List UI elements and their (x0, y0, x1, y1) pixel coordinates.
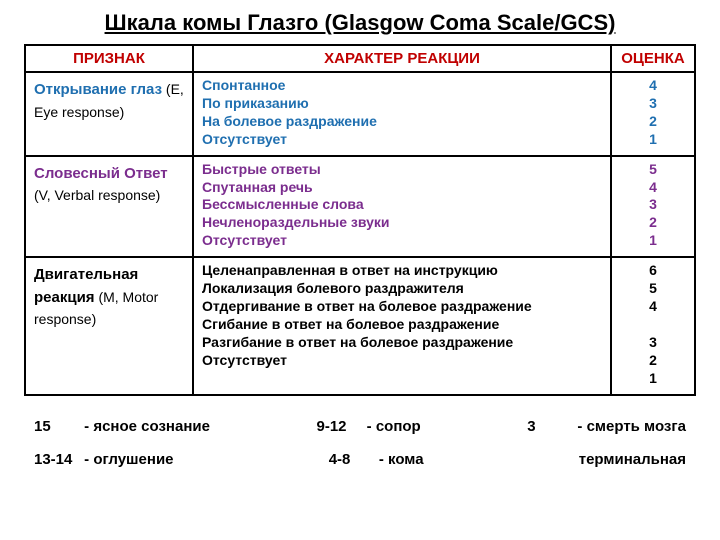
legend-text: - ясное сознание (80, 418, 210, 435)
sign-main: Словесный Ответ (34, 165, 168, 182)
sign-main: Открывание глаз (34, 81, 162, 98)
col-header-score: ОЦЕНКА (611, 45, 695, 72)
reaction-line: Нечленораздельные звуки (202, 214, 602, 232)
legend-text: - смерть мозга (573, 418, 686, 435)
table-header-row: ПРИЗНАК ХАРАКТЕР РЕАКЦИИ ОЦЕНКА (25, 45, 695, 72)
reaction-line: Локализация болевого раздражителя (202, 280, 602, 298)
score-value: 5 (616, 161, 690, 179)
col-header-react: ХАРАКТЕР РЕАКЦИИ (193, 45, 611, 72)
score-value: 4 (616, 179, 690, 197)
score-value: 2 (616, 214, 690, 232)
score-cell: 4321 (611, 72, 695, 156)
reaction-line: На болевое раздражение (202, 113, 602, 131)
reaction-line: Спонтанное (202, 77, 602, 95)
reaction-line: Разгибание в ответ на болевое раздражени… (202, 334, 602, 352)
legend-text: - сопор (362, 418, 420, 435)
sign-cell: Словесный Ответ (V, Verbal response) (25, 156, 193, 258)
reaction-line: Сгибание в ответ на болевое раздражение (202, 316, 602, 334)
reaction-line: Спутанная речь (202, 179, 602, 197)
legend-num: 13-14 (34, 451, 80, 468)
reaction-line: Отсутствует (202, 232, 602, 250)
legend-text: - кома (375, 451, 424, 468)
page-title: Шкала комы Глазго (Glasgow Coma Scale/GC… (24, 10, 696, 36)
reaction-line: Целенаправленная в ответ на инструкцию (202, 262, 602, 280)
reaction-line: Быстрые ответы (202, 161, 602, 179)
legend-row: 15 - ясное сознание 9-12 - сопор 3 - смерт… (34, 418, 686, 435)
legend-num: 9-12 (316, 418, 362, 435)
sign-cell: Открывание глаз (E, Eye response) (25, 72, 193, 156)
score-value: 4 (616, 298, 690, 316)
score-value: 5 (616, 280, 690, 298)
legend-num: 3 (527, 418, 573, 435)
gcs-table-body: Открывание глаз (E, Eye response)Спонтан… (25, 72, 695, 395)
legend-item: 13-14 - оглушение (34, 451, 174, 468)
score-value: 1 (616, 232, 690, 250)
legend-text: - оглушение (80, 451, 174, 468)
score-value: 1 (616, 370, 690, 388)
reaction-cell: Целенаправленная в ответ на инструкциюЛо… (193, 257, 611, 394)
table-row: Двигательная реакция (M, Motor response)… (25, 257, 695, 394)
sign-paren: (V, Verbal response) (34, 187, 160, 203)
table-row: Открывание глаз (E, Eye response)Спонтан… (25, 72, 695, 156)
score-value: 3 (616, 196, 690, 214)
sign-cell: Двигательная реакция (M, Motor response) (25, 257, 193, 394)
score-value: 3 (616, 334, 690, 352)
reaction-line: Отсутствует (202, 352, 602, 370)
legend-text: терминальная (579, 451, 686, 468)
page: Шкала комы Глазго (Glasgow Coma Scale/GC… (0, 0, 720, 540)
legend-item: 15 - ясное сознание (34, 418, 210, 435)
legend-row: 13-14 - оглушение 4-8 - кома терминальная (34, 451, 686, 468)
score-cell: 54321 (611, 156, 695, 258)
legend: 15 - ясное сознание 9-12 - сопор 3 - смерт… (24, 418, 696, 468)
reaction-cell: СпонтанноеПо приказаниюНа болевое раздра… (193, 72, 611, 156)
legend-num: 4-8 (329, 451, 375, 468)
gcs-table: ПРИЗНАК ХАРАКТЕР РЕАКЦИИ ОЦЕНКА Открыван… (24, 44, 696, 396)
col-header-sign: ПРИЗНАК (25, 45, 193, 72)
score-value (616, 316, 690, 334)
score-value: 4 (616, 77, 690, 95)
reaction-line: Отдергивание в ответ на болевое раздраже… (202, 298, 602, 316)
legend-item: 4-8 - кома (329, 451, 424, 468)
legend-item: терминальная (579, 451, 686, 468)
score-value: 3 (616, 95, 690, 113)
reaction-line: Бессмысленные слова (202, 196, 602, 214)
score-value: 2 (616, 113, 690, 131)
score-value: 6 (616, 262, 690, 280)
table-row: Словесный Ответ (V, Verbal response)Быст… (25, 156, 695, 258)
score-value: 2 (616, 352, 690, 370)
legend-num: 15 (34, 418, 80, 435)
legend-item: 3 - смерть мозга (527, 418, 686, 435)
score-value: 1 (616, 131, 690, 149)
reaction-line: Отсутствует (202, 131, 602, 149)
reaction-line: По приказанию (202, 95, 602, 113)
reaction-cell: Быстрые ответыСпутанная речьБессмысленны… (193, 156, 611, 258)
legend-item: 9-12 - сопор (316, 418, 420, 435)
score-cell: 654 321 (611, 257, 695, 394)
